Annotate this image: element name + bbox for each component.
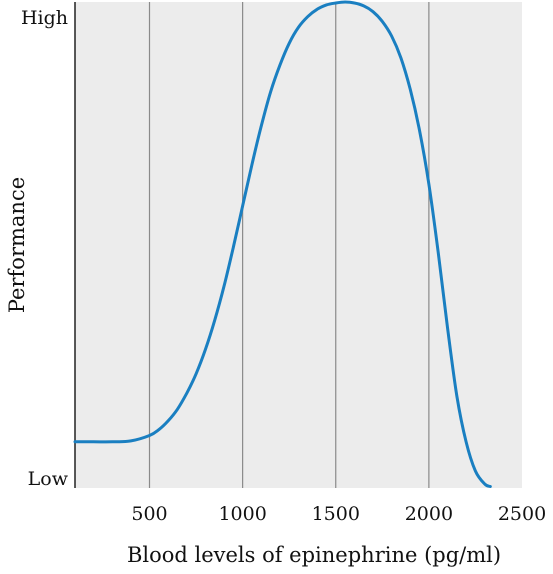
x-tick-label: 1500 bbox=[312, 503, 360, 525]
series-layer bbox=[73, 0, 492, 488]
x-axis-title: Blood levels of epinephrine (pg/ml) bbox=[127, 543, 501, 567]
plot-area bbox=[75, 2, 522, 488]
x-tick-labels: 500 1000 1500 2000 2500 bbox=[131, 503, 546, 525]
y-tick-label: Low bbox=[28, 468, 69, 490]
y-tick-labels: Low High bbox=[21, 7, 69, 490]
x-tick-label: 2000 bbox=[405, 503, 453, 525]
y-axis-title: Performance bbox=[5, 177, 29, 313]
x-tick-label: 1000 bbox=[218, 503, 266, 525]
grid-lines bbox=[148, 2, 430, 488]
y-tick-label: High bbox=[21, 7, 68, 29]
series-line-0 bbox=[73, 0, 492, 488]
x-tick-label: 500 bbox=[131, 503, 167, 525]
x-tick-label: 2500 bbox=[498, 503, 546, 525]
